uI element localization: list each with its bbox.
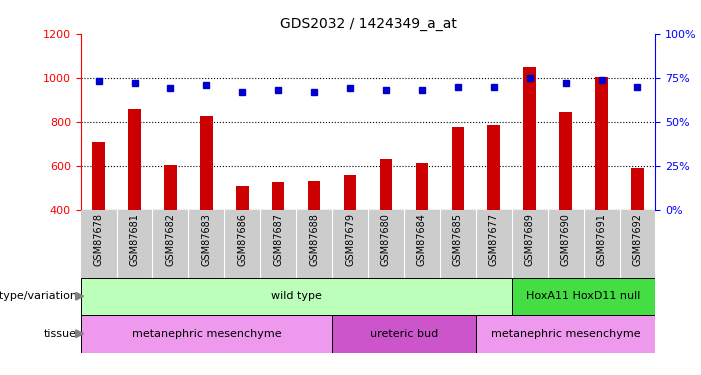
Text: GSM87677: GSM87677 (489, 213, 499, 267)
Bar (559, 112, 572, 210)
Text: GSM87685: GSM87685 (453, 213, 463, 266)
Bar (332, 315, 476, 352)
Text: GSM87690: GSM87690 (561, 213, 571, 266)
Text: GSM87681: GSM87681 (130, 213, 139, 266)
Text: GSM87689: GSM87689 (524, 213, 535, 266)
Bar (164, 165, 177, 210)
Text: GSM87688: GSM87688 (309, 213, 319, 266)
Bar (416, 163, 428, 210)
Bar (631, 168, 644, 210)
Bar (476, 315, 655, 352)
Bar (81, 278, 512, 315)
Text: HoxA11 HoxD11 null: HoxA11 HoxD11 null (526, 291, 641, 301)
Bar (236, 186, 249, 210)
Text: GSM87686: GSM87686 (237, 213, 247, 266)
Bar (595, 77, 608, 210)
Text: metanephric mesenchyme: metanephric mesenchyme (132, 329, 281, 339)
Bar (343, 175, 356, 210)
Bar (308, 182, 320, 210)
Text: GSM87680: GSM87680 (381, 213, 391, 266)
Bar (380, 159, 393, 210)
Title: GDS2032 / 1424349_a_at: GDS2032 / 1424349_a_at (280, 17, 456, 32)
Bar (272, 183, 285, 210)
Text: GSM87682: GSM87682 (165, 213, 175, 266)
Text: GSM87679: GSM87679 (345, 213, 355, 266)
Text: GSM87692: GSM87692 (632, 213, 643, 266)
Text: genotype/variation: genotype/variation (0, 291, 77, 301)
Bar (487, 125, 500, 210)
Bar (200, 116, 212, 210)
Text: metanephric mesenchyme: metanephric mesenchyme (491, 329, 641, 339)
Text: wild type: wild type (271, 291, 322, 301)
Text: GSM87683: GSM87683 (201, 213, 212, 266)
Text: GSM87687: GSM87687 (273, 213, 283, 266)
Bar (524, 67, 536, 210)
Text: GSM87691: GSM87691 (597, 213, 606, 266)
Text: ureteric bud: ureteric bud (370, 329, 438, 339)
Bar (128, 109, 141, 210)
Bar (93, 142, 105, 210)
Text: GSM87684: GSM87684 (417, 213, 427, 266)
Bar (512, 278, 655, 315)
Text: tissue: tissue (44, 329, 77, 339)
Bar (451, 128, 464, 210)
Bar (81, 315, 332, 352)
Text: GSM87678: GSM87678 (93, 213, 104, 266)
